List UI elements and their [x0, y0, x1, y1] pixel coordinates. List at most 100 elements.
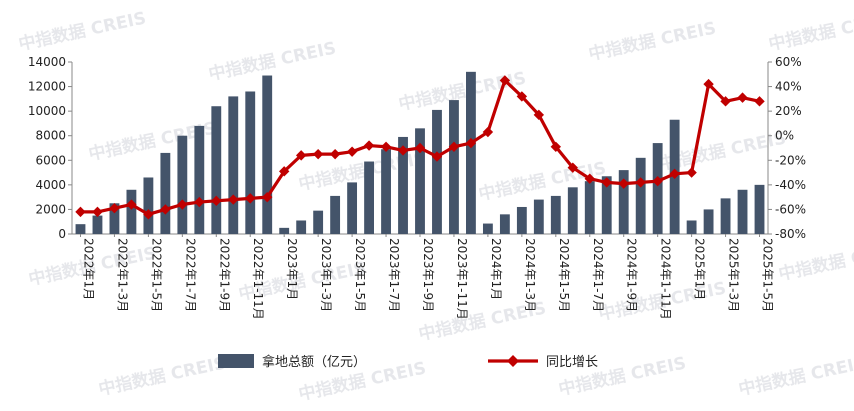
- growth-point-33: [635, 177, 646, 188]
- growth-point-9: [228, 194, 239, 205]
- bar-9: [228, 96, 239, 235]
- bar-8: [211, 106, 222, 234]
- watermark-text: 中指数据 CREIS: [587, 17, 718, 65]
- bar-2: [109, 203, 120, 234]
- growth-point-0: [75, 206, 86, 218]
- growth-point-21: [431, 151, 443, 162]
- watermark-text: 中指数据 CREIS: [767, 7, 854, 55]
- y-right-tick-label: -40%: [775, 178, 806, 192]
- growth-point-40: [754, 96, 765, 107]
- bar-24: [482, 223, 493, 234]
- y-right-tick-label: 40%: [775, 80, 802, 94]
- bar-11: [262, 75, 273, 234]
- bar-18: [381, 149, 391, 234]
- x-axis-ticks: 2022年1月 2022年1-3月 2022年1-5月 2022年1-7月 2022年1…: [79, 234, 775, 320]
- growth-point-15: [329, 148, 341, 160]
- x-tick-label: 2024年1-3月: [523, 238, 537, 312]
- bar-12: [279, 227, 290, 234]
- growth-point-20: [414, 142, 426, 154]
- bar-14: [313, 210, 324, 234]
- bar-26: [516, 206, 527, 234]
- bar-16: [347, 182, 358, 234]
- growth-point-19: [397, 145, 409, 156]
- bar-40: [754, 184, 765, 234]
- bar-33: [635, 157, 646, 234]
- bar-6: [177, 135, 188, 234]
- bar-30: [584, 181, 595, 234]
- x-tick-label: 2023年1-11月: [455, 238, 469, 320]
- watermark-text: 中指数据 CREIS: [17, 7, 148, 55]
- bar-0: [75, 224, 86, 234]
- growth-point-31: [601, 177, 612, 188]
- bar-5: [160, 152, 171, 234]
- x-tick-label: 2023年1-7月: [387, 238, 401, 312]
- growth-point-18: [380, 141, 392, 152]
- bar-25: [499, 214, 510, 234]
- growth-point-12: [278, 166, 290, 177]
- growth-point-17: [363, 140, 375, 151]
- bar-32: [618, 170, 629, 234]
- growth-point-25: [499, 75, 511, 86]
- bar-7: [194, 125, 205, 234]
- growth-point-28: [550, 141, 562, 152]
- growth-point-38: [720, 96, 731, 107]
- y-right-tick-label: -80%: [775, 227, 806, 241]
- bar-28: [550, 195, 561, 234]
- bar-31: [601, 176, 612, 234]
- growth-point-29: [567, 162, 578, 173]
- y-right-tick-label: 0%: [775, 129, 794, 143]
- x-tick-label: 2025年1月: [693, 238, 707, 300]
- watermark-text: 中指数据 CREIS: [777, 237, 854, 285]
- growth-point-35: [669, 168, 680, 179]
- x-tick-label: 2025年1-3月: [727, 238, 741, 312]
- x-tick-label: 2024年1-9月: [625, 238, 639, 312]
- bar-17: [364, 161, 374, 234]
- growth-point-36: [686, 167, 697, 178]
- x-tick-label: 2022年1-3月: [115, 238, 129, 312]
- bar-4: [143, 177, 154, 234]
- y-right-tick-label: 60%: [775, 55, 802, 69]
- bar-1: [92, 215, 103, 234]
- x-tick-label: 2022年1-11月: [251, 238, 265, 320]
- bar-22: [449, 100, 459, 234]
- y-left-tick-label: 6000: [35, 153, 66, 167]
- growth-point-34: [652, 175, 663, 187]
- x-tick-label: 2023年1-9月: [421, 238, 435, 312]
- bar-series: [75, 71, 765, 235]
- growth-point-32: [618, 178, 629, 189]
- growth-point-16: [346, 146, 358, 157]
- x-tick-label: 2024年1月: [489, 238, 503, 300]
- y-left-tick-label: 4000: [35, 178, 66, 192]
- y-right-tick-label: 20%: [775, 104, 802, 118]
- growth-point-27: [533, 109, 545, 121]
- y-left-tick-label: 2000: [35, 202, 66, 216]
- bar-21: [432, 109, 442, 234]
- x-tick-label: 2023年1月: [285, 238, 299, 300]
- bar-23: [466, 71, 476, 234]
- x-tick-label: 2022年1-9月: [217, 238, 231, 312]
- growth-point-24: [482, 126, 494, 138]
- y-right-tick-label: -20%: [775, 153, 806, 167]
- watermark-text: 中指数据 CREIS: [737, 352, 854, 400]
- watermark-text: 中指数据 CREIS: [97, 352, 228, 400]
- x-tick-label: 2024年1-11月: [659, 238, 673, 320]
- x-tick-label: 2023年1-5月: [353, 238, 367, 312]
- watermark-text: 中指数据 CREIS: [397, 67, 528, 115]
- y-left-tick-label: 12000: [28, 80, 66, 94]
- legend-label-line: 同比增长: [546, 355, 598, 370]
- growth-point-2: [109, 203, 120, 214]
- growth-point-14: [312, 148, 324, 160]
- legend-label-bar: 拿地总额（亿元）: [262, 354, 366, 370]
- bar-39: [737, 189, 748, 234]
- x-tick-label: 2022年1-7月: [183, 238, 197, 312]
- bar-34: [652, 143, 663, 234]
- bar-19: [398, 136, 408, 234]
- growth-point-7: [194, 196, 205, 208]
- bar-20: [415, 128, 425, 234]
- y-left-tick-label: 0: [58, 227, 66, 241]
- growth-point-1: [92, 206, 103, 218]
- x-tick-label: 2024年1-5月: [557, 238, 571, 312]
- x-tick-label: 2024年1-7月: [591, 238, 605, 312]
- growth-point-13: [295, 150, 307, 161]
